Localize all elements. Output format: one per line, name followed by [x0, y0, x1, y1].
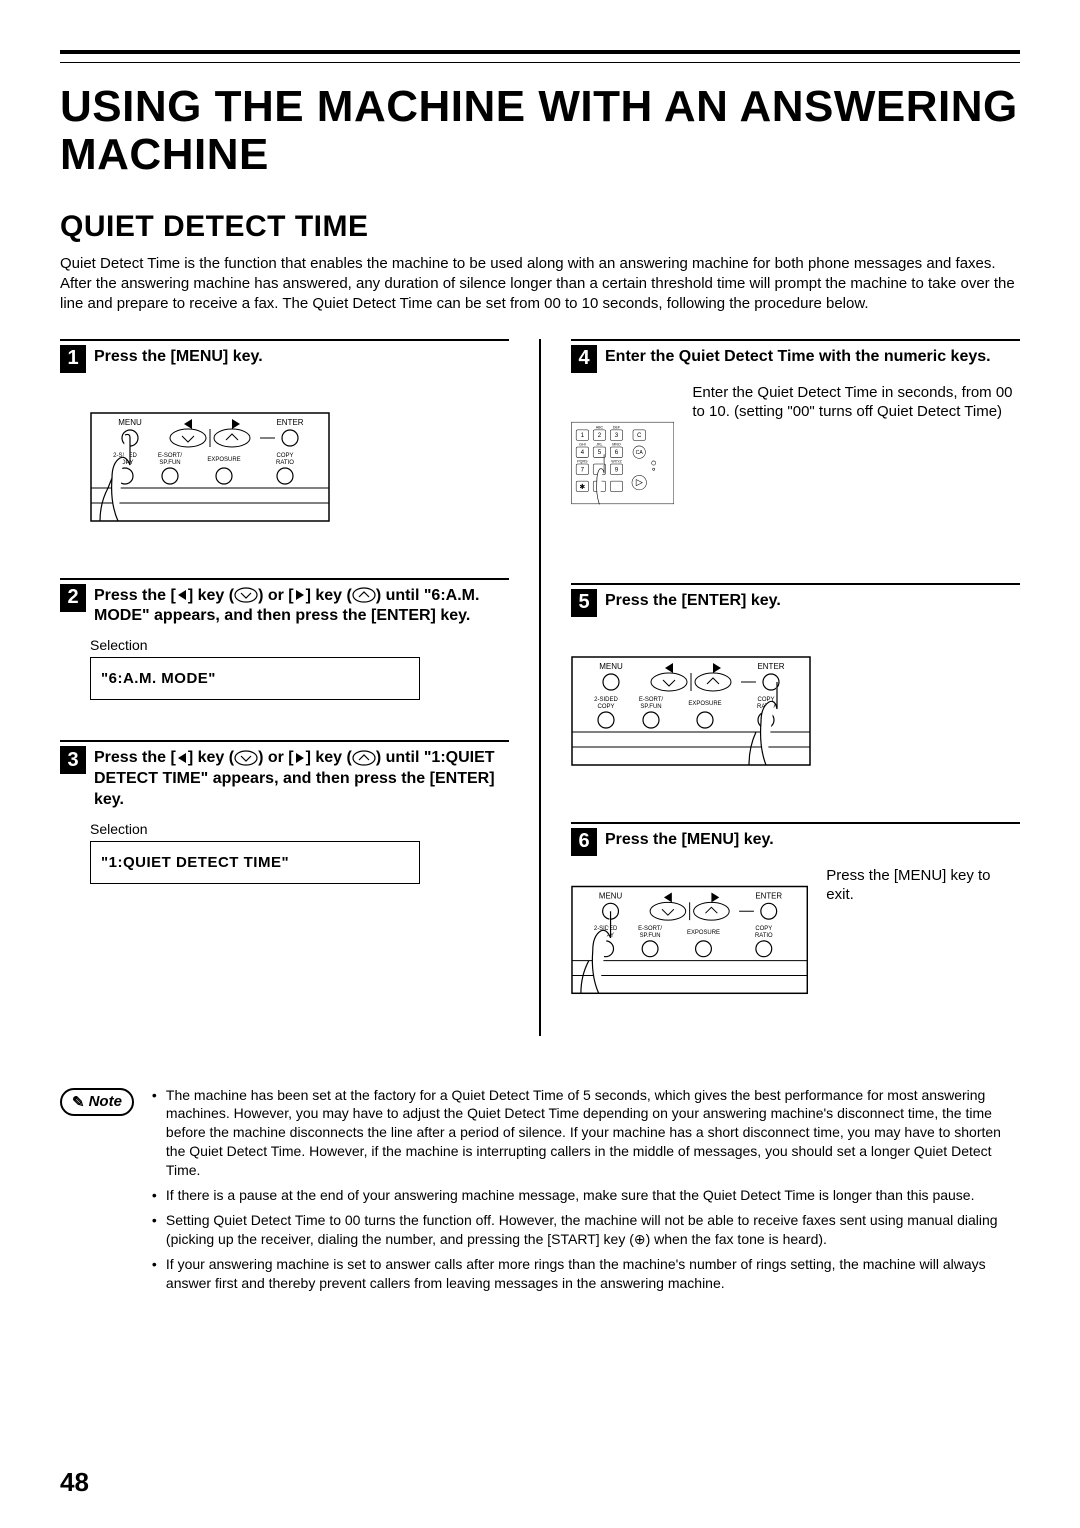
svg-text:E-SORT/: E-SORT/: [638, 926, 662, 932]
svg-text:CA: CA: [636, 450, 644, 456]
svg-text:COPY: COPY: [755, 926, 772, 932]
step-1-title: Press the [MENU] key.: [94, 345, 263, 368]
top-rule-thick: [60, 50, 1020, 54]
svg-text:PQRS: PQRS: [577, 459, 588, 463]
svg-text:JKL: JKL: [596, 442, 602, 446]
note-list: The machine has been set at the factory …: [152, 1086, 1020, 1299]
step-4-body: Enter the Quiet Detect Time in seconds, …: [692, 383, 1020, 543]
step-3-selection-label: Selection: [90, 821, 509, 837]
svg-text:COPY: COPY: [597, 704, 614, 710]
two-column-layout: 1 Press the [MENU] key. MENU ENTER: [60, 339, 1020, 1036]
step-6-number: 6: [571, 828, 597, 856]
svg-text:E-SORT/: E-SORT/: [158, 453, 183, 459]
svg-text:7: 7: [581, 466, 585, 473]
svg-text:SP.FUN: SP.FUN: [640, 704, 661, 710]
top-rule-thin: [60, 62, 1020, 63]
section-title: QUIET DETECT TIME: [60, 210, 1020, 244]
note-section: Note The machine has been set at the fac…: [60, 1086, 1020, 1299]
step-6-title: Press the [MENU] key.: [605, 828, 774, 851]
panel-diagram-menu: MENU ENTER 2-SIDED COPY E-SORT/ SP.FUN E…: [90, 393, 330, 523]
svg-text:EXPOSURE: EXPOSURE: [207, 457, 240, 463]
svg-text:RATIO: RATIO: [276, 460, 294, 466]
step-2-title: Press the [] key () or [] key () until "…: [94, 584, 509, 628]
svg-text:ABC: ABC: [596, 425, 604, 429]
step-3-title: Press the [] key () or [] key () until "…: [94, 746, 509, 810]
svg-text:SP.FUN: SP.FUN: [159, 460, 180, 466]
note-item: The machine has been set at the factory …: [152, 1086, 1020, 1180]
svg-text:COPY: COPY: [276, 453, 293, 459]
numeric-keypad-diagram: ABC DEF 1 2 3 GHI JKL MNO 4 5 6: [571, 383, 674, 543]
note-item: Setting Quiet Detect Time to 00 turns th…: [152, 1211, 1020, 1249]
svg-text:WXYZ: WXYZ: [611, 459, 622, 463]
step-6: 6 Press the [MENU] key. MENU ENTER: [571, 822, 1020, 996]
note-badge: Note: [60, 1088, 134, 1116]
step-4-number: 4: [571, 345, 597, 373]
svg-text:C: C: [637, 432, 642, 439]
svg-text:MENU: MENU: [599, 891, 623, 900]
svg-text:ENTER: ENTER: [755, 891, 782, 900]
step-5: 5 Press the [ENTER] key. MENU ENTER 2-SI…: [571, 583, 1020, 782]
column-divider: [539, 339, 541, 1036]
step-3-selection-box: "1:QUIET DETECT TIME": [90, 841, 420, 884]
svg-text:MENU: MENU: [599, 662, 623, 671]
step-6-body: Press the [MENU] key to exit.: [826, 866, 1020, 996]
svg-text:5: 5: [598, 449, 602, 456]
panel-diagram-enter: MENU ENTER 2-SIDED COPY E-SORT/ SP.FUN E…: [571, 637, 811, 767]
step-4: 4 Enter the Quiet Detect Time with the n…: [571, 339, 1020, 543]
svg-text:DEF: DEF: [613, 425, 621, 429]
step-2-selection-box: "6:A.M. MODE": [90, 657, 420, 700]
svg-text:EXPOSURE: EXPOSURE: [688, 701, 721, 707]
page-number: 48: [60, 1467, 89, 1498]
svg-text:1: 1: [581, 432, 585, 439]
svg-text:2-SIDED: 2-SIDED: [594, 697, 618, 703]
svg-text:E-SORT/: E-SORT/: [639, 697, 664, 703]
svg-text:✱: ✱: [579, 481, 585, 490]
step-3-number: 3: [60, 746, 86, 774]
panel-diagram-menu-exit: MENU ENTER 2-SIDED COPY E-SORT/ SP.FUN E…: [571, 866, 808, 996]
svg-text:GHI: GHI: [579, 442, 585, 446]
svg-text:ENTER: ENTER: [757, 662, 784, 671]
step-2-number: 2: [60, 584, 86, 612]
step-1-number: 1: [60, 345, 86, 373]
step-2: 2 Press the [] key () or [] key () until…: [60, 578, 509, 701]
step-5-title: Press the [ENTER] key.: [605, 589, 781, 612]
svg-text:MENU: MENU: [118, 418, 142, 427]
step-2-selection-label: Selection: [90, 637, 509, 653]
step-1: 1 Press the [MENU] key. MENU ENTER: [60, 339, 509, 538]
note-item: If your answering machine is set to answ…: [152, 1255, 1020, 1293]
svg-text:SP.FUN: SP.FUN: [640, 932, 661, 938]
svg-text:6: 6: [615, 449, 619, 456]
step-5-number: 5: [571, 589, 597, 617]
svg-text:4: 4: [581, 449, 585, 456]
intro-paragraph: Quiet Detect Time is the function that e…: [60, 254, 1020, 315]
page-title: USING THE MACHINE WITH AN ANSWERING MACH…: [60, 83, 1020, 180]
svg-text:9: 9: [615, 466, 619, 473]
svg-text:2: 2: [598, 432, 602, 439]
right-column: 4 Enter the Quiet Detect Time with the n…: [571, 339, 1020, 1036]
note-item: If there is a pause at the end of your a…: [152, 1186, 1020, 1205]
svg-text:ENTER: ENTER: [276, 418, 303, 427]
svg-text:3: 3: [615, 432, 619, 439]
step-4-title: Enter the Quiet Detect Time with the num…: [605, 345, 991, 368]
svg-text:MNO: MNO: [612, 442, 621, 446]
svg-text:RATIO: RATIO: [755, 932, 773, 938]
left-column: 1 Press the [MENU] key. MENU ENTER: [60, 339, 509, 1036]
svg-text:EXPOSURE: EXPOSURE: [687, 929, 720, 935]
step-3: 3 Press the [] key () or [] key () until…: [60, 740, 509, 883]
